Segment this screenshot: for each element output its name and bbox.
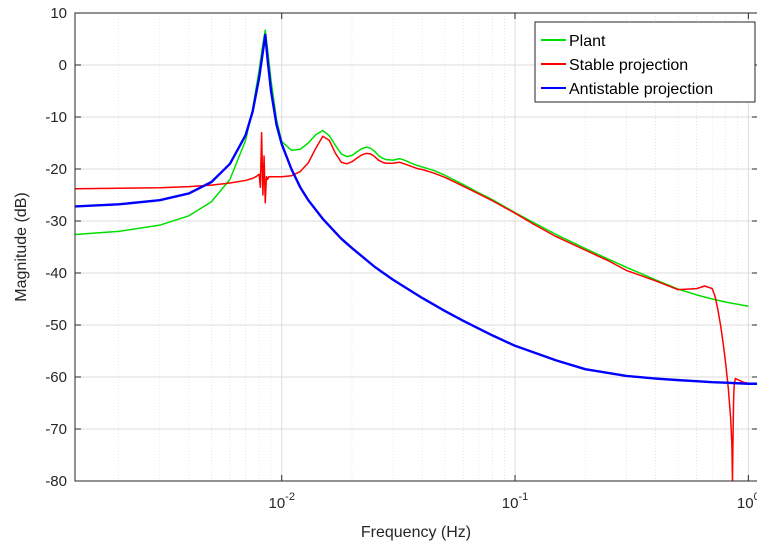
legend-label-antistable-projection: Antistable projection (569, 81, 713, 98)
legend: Plant Stable projection Antistable project… (534, 21, 756, 103)
y-axis: 10 0 -10 -20 -30 -40 -50 -60 -70 -80 (45, 5, 757, 490)
x-tick-exponent: -1 (518, 491, 528, 503)
y-tick-label: 0 (59, 57, 67, 74)
plot-frame (74, 12, 757, 482)
legend-label-stable-projection: Stable projection (569, 57, 688, 74)
legend-box (534, 21, 756, 103)
x-tick-label: 100 (737, 491, 757, 512)
x-tick-exponent: 0 (754, 491, 757, 503)
y-tick-label: -40 (45, 265, 67, 282)
minor-grid (118, 13, 738, 481)
x-tick-label: 10-1 (502, 491, 528, 512)
series-line-stable-projection (75, 131, 757, 481)
x-axis-label: Frequency (Hz) (361, 524, 471, 541)
x-tick-base: 10 (268, 495, 285, 512)
series-layer (75, 29, 757, 481)
y-tick-label: -10 (45, 109, 67, 126)
x-axis: 10-2 10-1 100 (268, 13, 757, 512)
y-axis-label: Magnitude (dB) (13, 192, 30, 301)
y-tick-label: -60 (45, 369, 67, 386)
legend-label-plant: Plant (569, 33, 606, 50)
y-tick-label: -80 (45, 473, 67, 490)
series-line-antistable-projection (75, 33, 757, 385)
y-tick-label: -70 (45, 421, 67, 438)
x-tick-base: 10 (737, 495, 754, 512)
x-tick-base: 10 (502, 495, 519, 512)
y-tick-label: -20 (45, 161, 67, 178)
x-tick-exponent: -2 (285, 491, 295, 503)
y-tick-label: -30 (45, 213, 67, 230)
y-tick-label: 10 (50, 5, 67, 22)
y-tick-label: -50 (45, 317, 67, 334)
x-tick-label: 10-2 (268, 491, 294, 512)
